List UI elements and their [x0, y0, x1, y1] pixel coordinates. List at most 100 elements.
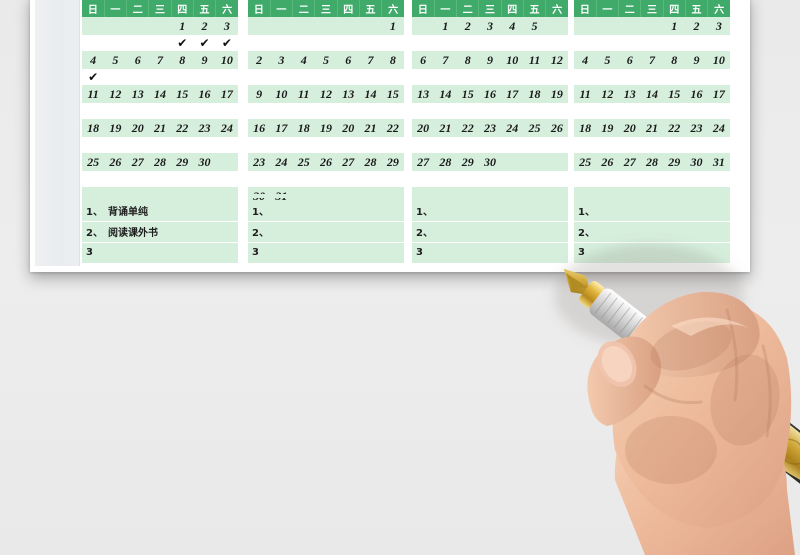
day-cell[interactable]: 30	[478, 153, 502, 171]
note-cell[interactable]: 3	[248, 242, 404, 264]
note-row[interactable]: 1、 背诵单纯	[82, 200, 238, 222]
note-row[interactable]: 2、	[412, 221, 568, 243]
day-cell[interactable]: 5	[314, 51, 338, 69]
check-cell-empty[interactable]	[478, 137, 502, 153]
day-cell[interactable]: 29	[456, 153, 479, 171]
check-cell-empty[interactable]	[215, 69, 238, 85]
check-cell-empty[interactable]	[545, 35, 568, 51]
check-cell-empty[interactable]	[104, 35, 127, 51]
check-cell-empty[interactable]	[456, 137, 479, 153]
check-cell-empty[interactable]	[545, 69, 568, 85]
note-cell[interactable]: 1、	[574, 200, 730, 222]
check-cell-empty[interactable]	[640, 171, 664, 187]
check-cell-empty[interactable]	[685, 137, 708, 153]
day-cell[interactable]: 3	[478, 17, 502, 35]
day-cell-empty[interactable]	[215, 153, 238, 171]
day-cell-empty[interactable]	[104, 17, 127, 35]
check-cell-empty[interactable]	[270, 171, 293, 187]
check-cell-empty[interactable]	[618, 103, 641, 119]
check-cell-empty[interactable]	[215, 137, 238, 153]
day-cell[interactable]: 15	[381, 85, 404, 103]
day-cell[interactable]: 24	[501, 119, 524, 137]
check-cell-empty[interactable]	[292, 103, 315, 119]
check-cell-empty[interactable]	[359, 35, 382, 51]
check-cell-empty[interactable]	[596, 69, 619, 85]
day-cell[interactable]: 24	[270, 153, 293, 171]
day-cell[interactable]: 28	[359, 153, 382, 171]
check-cell-empty[interactable]	[248, 35, 271, 51]
day-cell[interactable]: 9	[478, 51, 502, 69]
day-cell[interactable]: 10	[501, 51, 524, 69]
check-cell-empty[interactable]	[501, 171, 524, 187]
check-cell-empty[interactable]	[215, 103, 238, 119]
day-cell[interactable]: 27	[337, 153, 360, 171]
day-cell[interactable]: 11	[523, 51, 546, 69]
day-cell[interactable]: 7	[148, 51, 172, 69]
check-cell-empty[interactable]	[478, 69, 502, 85]
day-cell[interactable]: 21	[434, 119, 457, 137]
day-cell[interactable]: 12	[545, 51, 568, 69]
check-cell-empty[interactable]	[434, 103, 457, 119]
check-cell-empty[interactable]	[640, 35, 664, 51]
day-cell[interactable]: 21	[148, 119, 172, 137]
day-cell[interactable]: 1	[663, 17, 686, 35]
check-cell-empty[interactable]	[337, 171, 360, 187]
day-cell-empty[interactable]	[148, 17, 172, 35]
check-cell-empty[interactable]	[707, 35, 730, 51]
day-cell[interactable]: 13	[337, 85, 360, 103]
check-cell-empty[interactable]	[478, 35, 502, 51]
day-cell[interactable]: 1	[434, 17, 457, 35]
check-cell-empty[interactable]	[148, 171, 172, 187]
day-cell-empty[interactable]	[618, 17, 641, 35]
day-cell[interactable]: 14	[359, 85, 382, 103]
day-cell-empty[interactable]	[248, 17, 271, 35]
day-cell[interactable]: 13	[126, 85, 149, 103]
check-cell-empty[interactable]	[523, 69, 546, 85]
day-cell[interactable]: 12	[104, 85, 127, 103]
check-cell-empty[interactable]	[104, 137, 127, 153]
check-cell-empty[interactable]	[523, 137, 546, 153]
day-cell[interactable]: 18	[523, 85, 546, 103]
day-cell[interactable]: 26	[314, 153, 338, 171]
day-cell[interactable]: 27	[412, 153, 435, 171]
check-cell-empty[interactable]	[292, 69, 315, 85]
day-cell[interactable]: 16	[685, 85, 708, 103]
check-cell-empty[interactable]	[292, 35, 315, 51]
note-cell[interactable]: 3	[412, 242, 568, 264]
note-cell[interactable]: 2、	[412, 221, 568, 243]
note-cell[interactable]: 1、	[248, 200, 404, 222]
check-cell-empty[interactable]	[685, 69, 708, 85]
day-cell[interactable]: 15	[663, 85, 686, 103]
day-cell[interactable]: 8	[663, 51, 686, 69]
day-cell[interactable]: 19	[314, 119, 338, 137]
check-cell-empty[interactable]	[618, 69, 641, 85]
check-cell-empty[interactable]	[171, 137, 194, 153]
check-cell-empty[interactable]	[193, 69, 216, 85]
day-cell[interactable]: 8	[171, 51, 194, 69]
check-cell-empty[interactable]	[523, 171, 546, 187]
day-cell[interactable]: 3	[270, 51, 293, 69]
day-cell[interactable]: 30	[685, 153, 708, 171]
check-mark-icon[interactable]: ✔	[193, 35, 216, 51]
check-cell-empty[interactable]	[171, 171, 194, 187]
day-cell-empty[interactable]	[574, 17, 597, 35]
day-cell[interactable]: 25	[523, 119, 546, 137]
day-cell-empty[interactable]	[523, 153, 546, 171]
day-cell[interactable]: 19	[545, 85, 568, 103]
check-cell-empty[interactable]	[574, 35, 597, 51]
day-cell[interactable]: 30	[193, 153, 216, 171]
check-cell-empty[interactable]	[104, 69, 127, 85]
check-cell-empty[interactable]	[596, 171, 619, 187]
day-cell[interactable]: 22	[171, 119, 194, 137]
check-cell-empty[interactable]	[501, 69, 524, 85]
day-cell-empty[interactable]	[126, 17, 149, 35]
check-cell-empty[interactable]	[359, 69, 382, 85]
day-cell[interactable]: 5	[104, 51, 127, 69]
check-cell-empty[interactable]	[82, 171, 105, 187]
check-cell-empty[interactable]	[596, 137, 619, 153]
day-cell[interactable]: 29	[663, 153, 686, 171]
note-row[interactable]: 2、 阅读课外书	[82, 221, 238, 243]
note-cell[interactable]: 2、	[574, 221, 730, 243]
day-cell[interactable]: 11	[82, 85, 105, 103]
check-cell-empty[interactable]	[171, 103, 194, 119]
